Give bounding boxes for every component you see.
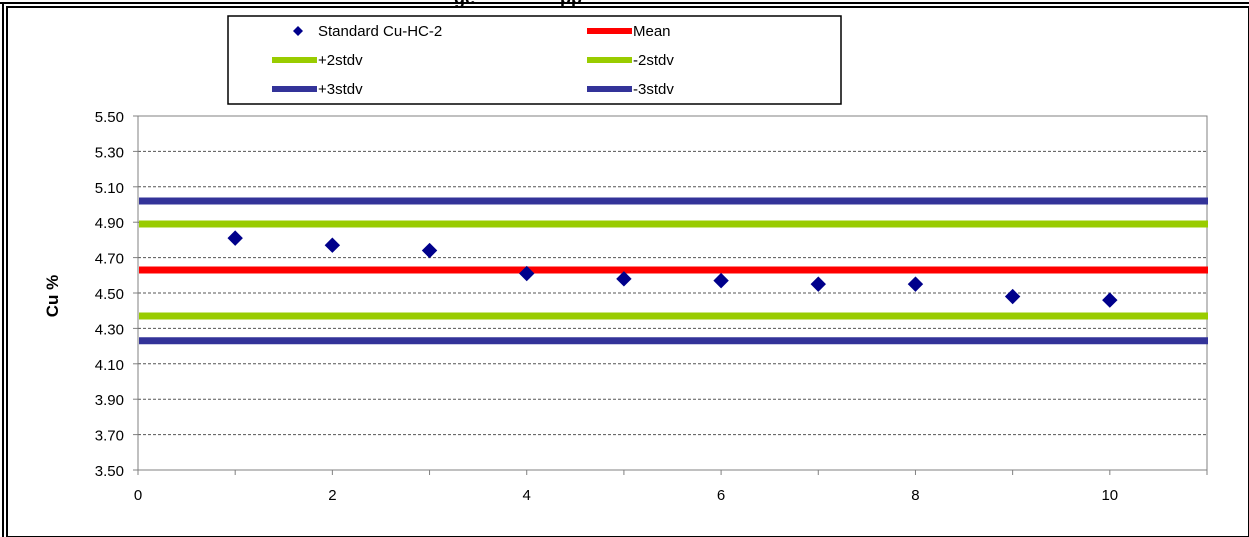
reference-lines [139,197,1208,345]
x-tick-label: 10 [1101,487,1118,504]
legend-item: Standard Cu-HC-2 [293,23,442,40]
legend-items: Standard Cu-HC-2 Mean +2stdv -2stdv +3stdv -3… [272,23,674,98]
y-tick-label: 3.70 [95,428,124,445]
legend-item: Mean [587,23,671,40]
x-tick-label: 4 [523,487,531,504]
y-axis: 5.50 5.30 5.10 4.90 4.70 4.50 4.30 4.10 3.90 3.70… [95,109,138,480]
y-tick-label: 3.50 [95,463,124,480]
data-point [1102,292,1118,308]
data-point [1004,288,1021,305]
x-axis: 0 2 4 6 8 10 [134,470,1208,504]
y-tick-label: 4.10 [95,357,124,374]
legend-label: -2stdv [633,52,674,69]
x-tick-label: 8 [911,487,919,504]
legend-label: +2stdv [318,52,363,69]
legend: Standard Cu-HC-2 Mean +2stdv -2stdv +3stdv -3… [227,15,842,105]
y-tick-label: 4.70 [95,251,124,268]
legend-item: +2stdv [272,52,363,69]
data-point [810,276,826,292]
legend-item: +3stdv [272,81,363,98]
legend-label: +3stdv [318,81,363,98]
y-tick-label: 5.50 [95,109,124,126]
data-point [713,272,729,289]
data-point [324,237,341,253]
y-tick-label: 3.90 [95,392,124,409]
data-point [421,242,438,259]
legend-label: Standard Cu-HC-2 [318,23,442,40]
chart-title-fragment-2: pp [560,0,582,8]
legend-item: -3stdv [587,81,674,98]
chart-title-fragment: ge [454,0,475,8]
legend-label: -3stdv [633,81,674,98]
y-tick-label: 4.90 [95,215,124,232]
data-point [907,276,924,292]
x-tick-label: 0 [134,487,142,504]
data-point [616,271,632,287]
y-axis-label: Cu % [43,275,62,318]
y-tick-label: 5.10 [95,180,124,197]
data-point [519,265,535,282]
x-tick-label: 6 [717,487,725,504]
y-tick-label: 5.30 [95,144,124,161]
legend-item: -2stdv [587,52,674,69]
y-tick-label: 4.50 [95,286,124,303]
legend-box [227,15,842,105]
data-points [227,230,1118,308]
legend-label: Mean [633,23,671,40]
plot-area: 5.50 5.30 5.10 4.90 4.70 4.50 4.30 4.10 3.90 3.70… [95,109,1208,504]
data-point [227,230,243,246]
legend-marker-diamond [293,26,303,36]
y-tick-label: 4.30 [95,321,124,338]
x-tick-label: 2 [328,487,336,504]
